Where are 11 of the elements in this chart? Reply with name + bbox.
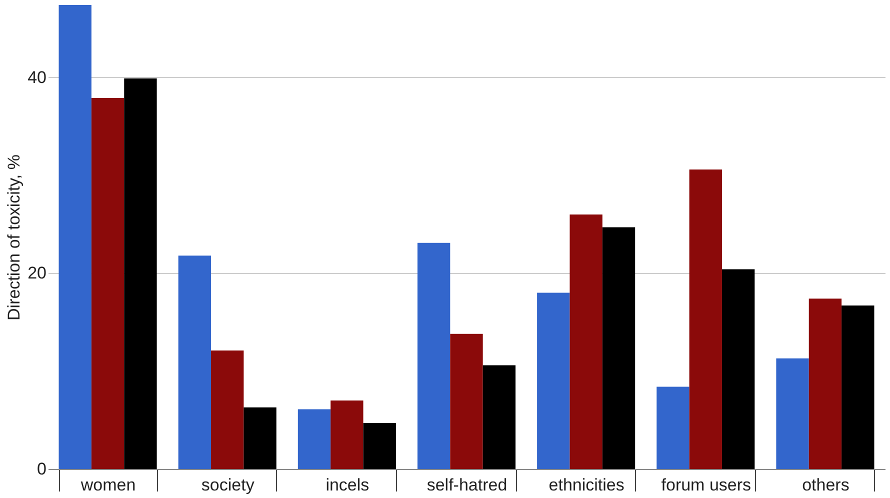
x-tick-label: society xyxy=(201,476,255,494)
y-tick-label: 0 xyxy=(37,460,46,478)
y-tick-label: 40 xyxy=(28,68,46,87)
x-tick-label: women xyxy=(80,476,136,494)
x-tick-label: ethnicities xyxy=(548,476,624,494)
y-tick-label: 20 xyxy=(28,264,46,283)
x-tick-label: others xyxy=(802,476,850,494)
x-tick-label: self-hatred xyxy=(426,476,508,494)
x-tick-label: incels xyxy=(326,476,370,494)
x-tick-label: forum users xyxy=(661,476,752,494)
y-axis-title: Direction of toxicity, % xyxy=(4,154,24,320)
